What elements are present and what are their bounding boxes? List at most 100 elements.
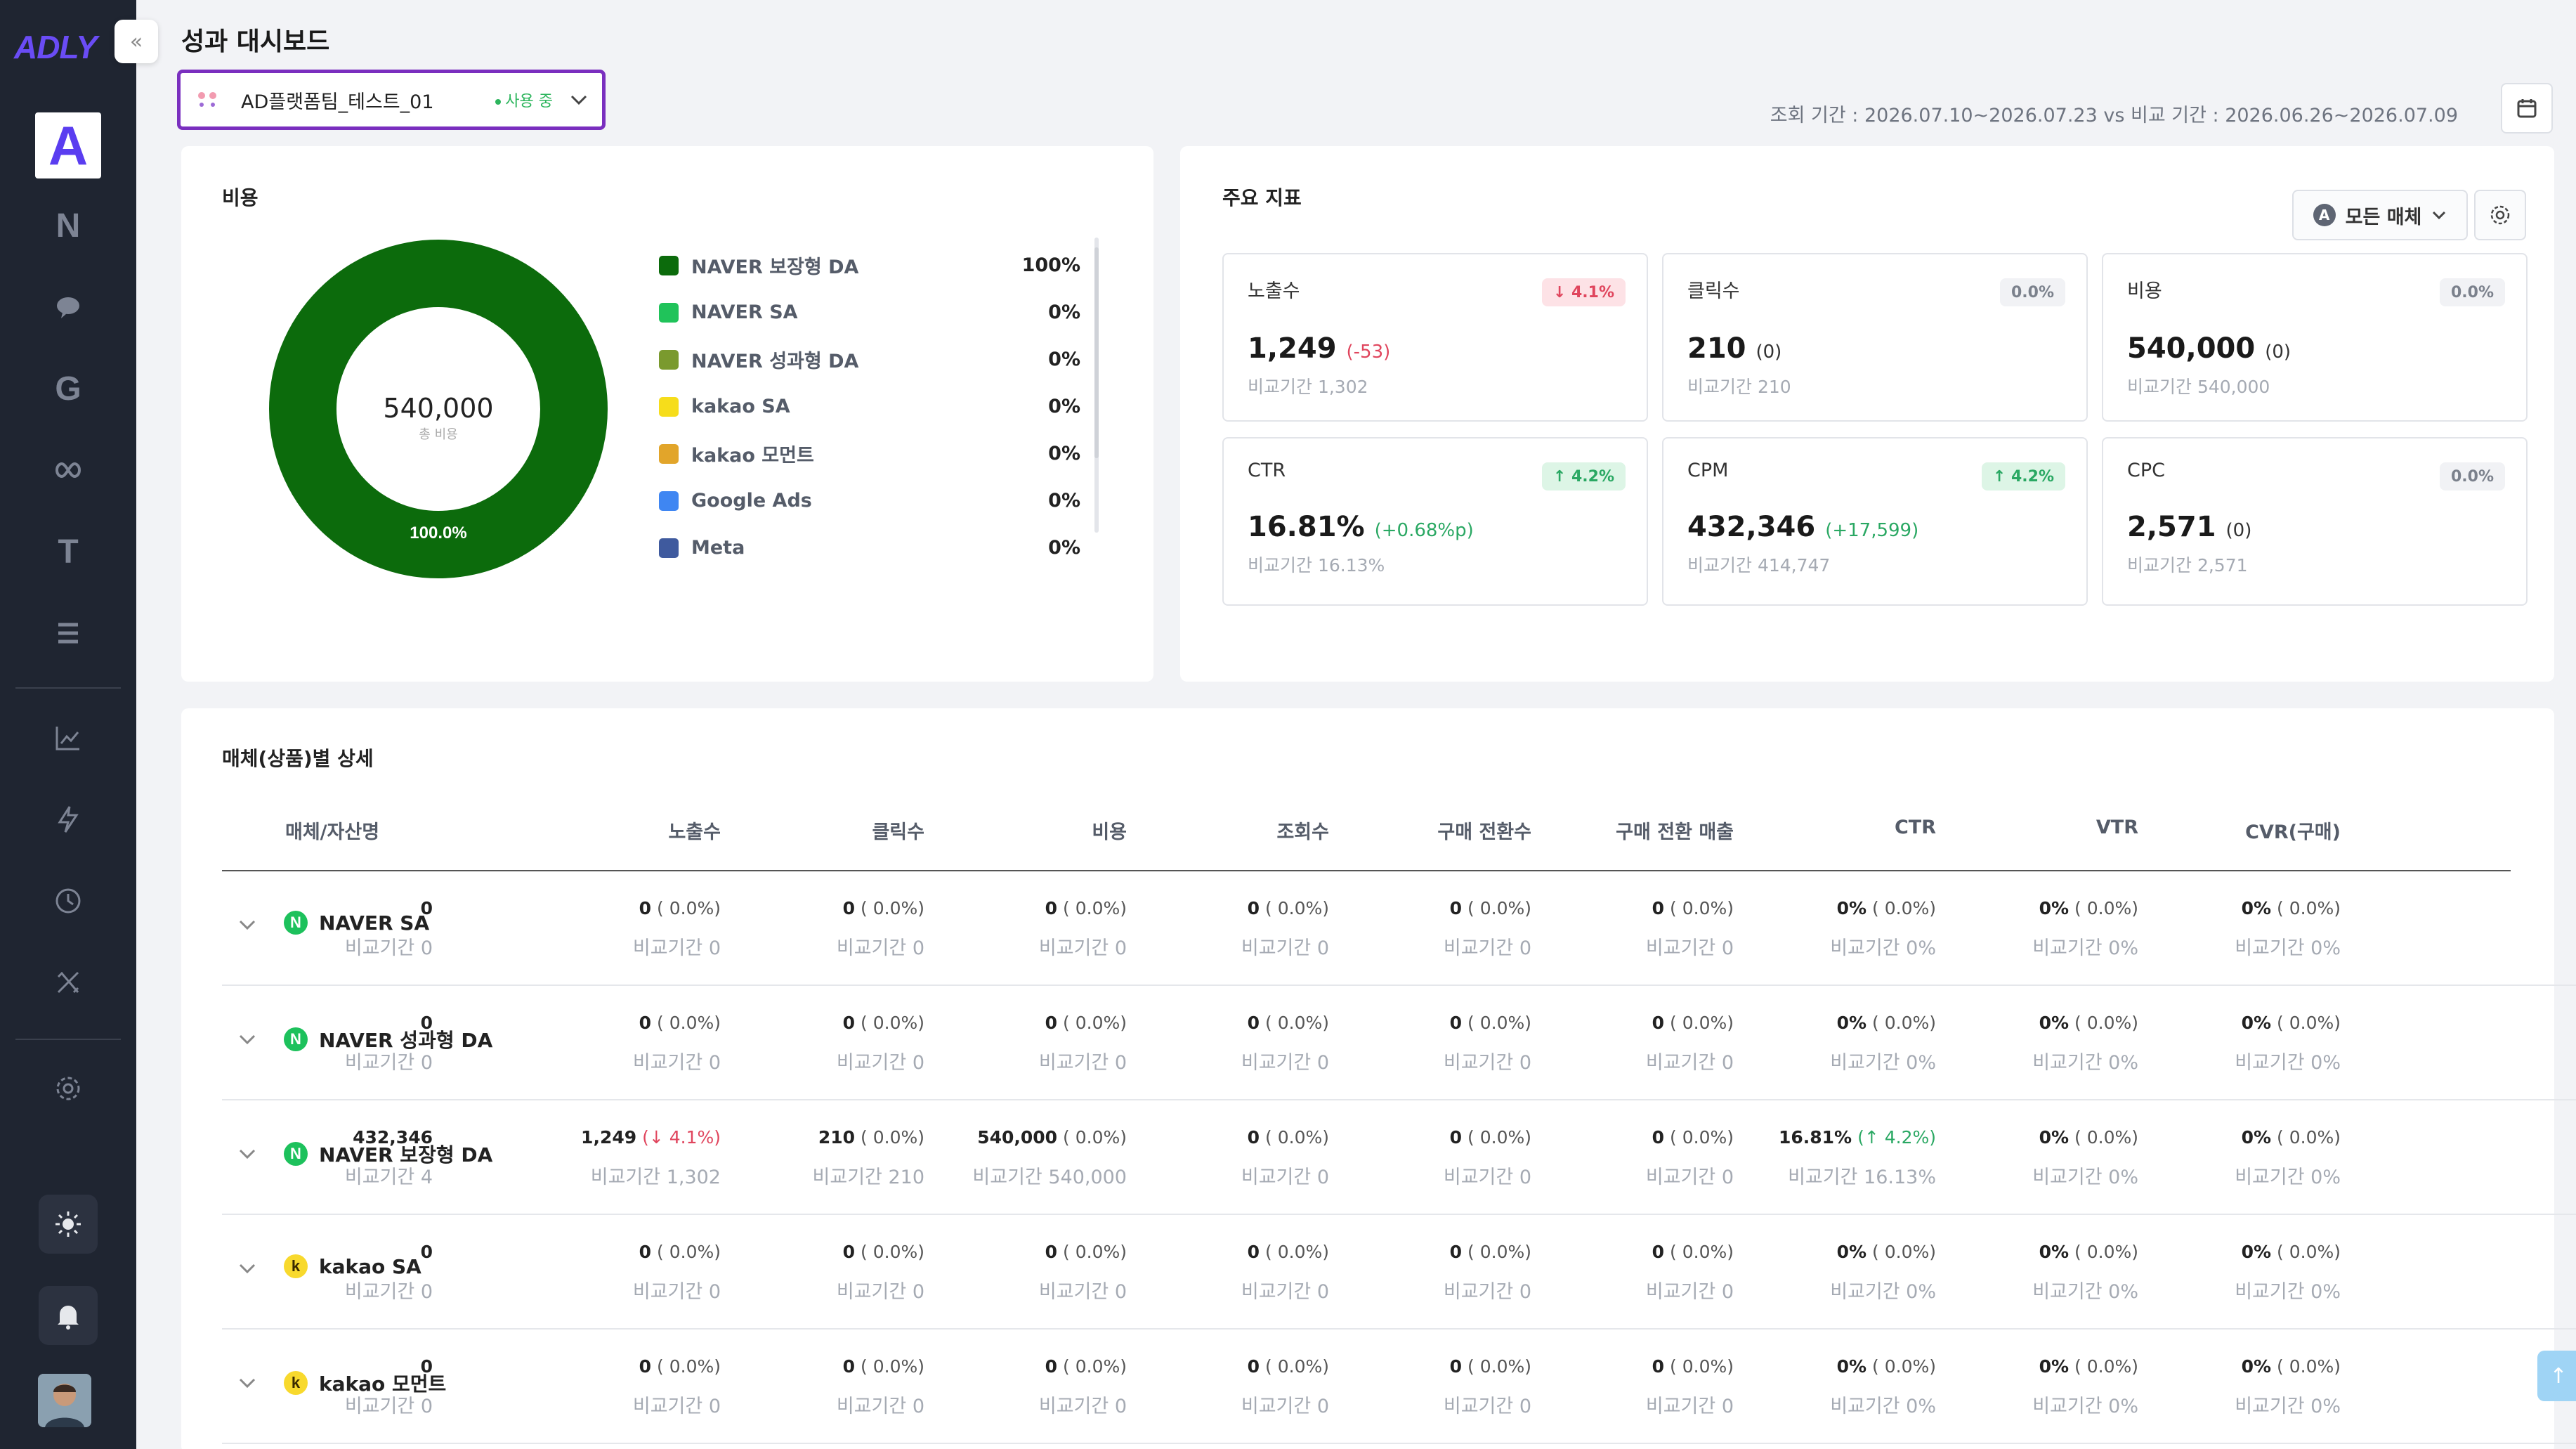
sidebar-item-adly[interactable]: A (35, 112, 101, 178)
legend-item[interactable]: NAVER 성과형 DA 0% (659, 336, 1080, 383)
sidebar-collapse-button[interactable]: « (115, 20, 158, 63)
table-row[interactable]: N NAVER 보장형 DA 1,249 (↓ 4.1%) 비교기간 1,302 … (222, 1100, 2576, 1215)
metric-card-3: CTR ↑ 4.2% 16.81% (+0.68%p) 비교기간 16.13% (1222, 437, 1648, 606)
metric-prev: 비교기간 210 (1687, 377, 1791, 397)
column-header[interactable]: 조회수 (1276, 821, 1329, 843)
chevron-down-icon[interactable] (236, 1257, 259, 1280)
account-select[interactable]: AD플랫폼팀_테스트_01 사용 중 (177, 70, 606, 130)
legend-value: 0% (1048, 490, 1080, 512)
detail-title: 매체(상품)별 상세 (222, 747, 374, 770)
metric-change: (0) (2225, 520, 2252, 541)
legend-item[interactable]: NAVER 보장형 DA 100% (659, 242, 1080, 289)
lightning-icon (58, 806, 79, 833)
metrics-title: 주요 지표 (1222, 186, 1302, 209)
sidebar-item-s[interactable] (35, 600, 101, 666)
table-cell: 0% ( 0.0%) 비교기간 0% (2032, 1013, 2138, 1074)
column-header[interactable]: 구매 전환수 (1437, 821, 1531, 843)
chevron-down-icon[interactable] (236, 1372, 259, 1394)
detail-card: 매체(상품)별 상세 매체/자산명 노출수 클릭수 비용 조회수 구매 전환수 구매 전환 … (181, 708, 2576, 1449)
sidebar-item-tools[interactable] (35, 949, 101, 1015)
google-icon: G (55, 370, 81, 408)
legend-item[interactable]: Google Ads 0% (659, 477, 1080, 524)
chevron-down-icon[interactable] (236, 1143, 259, 1165)
sidebar-item-history[interactable] (35, 868, 101, 934)
sidebar-divider (15, 687, 121, 689)
metric-prev: 비교기간 414,747 (1687, 555, 1831, 576)
column-header[interactable]: VTR (2096, 817, 2138, 838)
legend-item[interactable]: Meta 0% (659, 524, 1080, 571)
legend-item[interactable]: Facebook 0% (659, 571, 1080, 579)
kakao-badge-icon: k (284, 1254, 308, 1278)
table-cell: 0 ( 0.0%) 비교기간 0 (1443, 1013, 1531, 1074)
column-header[interactable]: 클릭수 (872, 821, 924, 843)
table-cell: 0 ( 0.0%) 비교기간 0 (1241, 1356, 1329, 1417)
sidebar-item-meta[interactable] (35, 437, 101, 503)
sidebar-divider (15, 1039, 121, 1040)
metrics-card: 주요 지표 A 모든 매체 노출수 ↓ 4.1% 1,249 (-53) 비교기간… (1180, 146, 2554, 682)
notification-button[interactable] (39, 1286, 98, 1345)
sidebar-item-naver[interactable]: N (35, 193, 101, 259)
sidebar-item-t[interactable]: T (35, 519, 101, 585)
legend-item[interactable]: kakao SA 0% (659, 383, 1080, 430)
table-cell: 0 ( 0.0%) 비교기간 0 (1038, 1013, 1127, 1074)
sidebar-item-kakao[interactable] (35, 274, 101, 340)
metric-card-5: CPC 0.0% 2,571 (0) 비교기간 2,571 (2102, 437, 2528, 606)
legend-value: 0% (1048, 349, 1080, 370)
metric-settings-button[interactable] (2474, 190, 2526, 240)
legend-scrollbar[interactable] (1094, 238, 1099, 533)
table-cell: 0 ( 0.0%) 비교기간 0 (1443, 1242, 1531, 1303)
metric-label: CPM (1687, 460, 1729, 481)
period-text: 조회 기간 : 2026.07.10~2026.07.23 vs 비교 기간 :… (1770, 105, 2458, 126)
table-cell: 0 ( 0.0%) 비교기간 0 (632, 1356, 721, 1417)
cost-title: 비용 (222, 186, 259, 209)
sidebar-item-automation[interactable] (35, 786, 101, 852)
table-row[interactable]: N NAVER SA 0 ( 0.0%) 비교기간 0 0 ( 0.0%) 비교기… (222, 871, 2576, 986)
column-header[interactable]: 노출수 (668, 821, 721, 843)
metric-value: 2,571 (0) (2127, 511, 2252, 543)
table-cell: 0 ( 0.0%) 비교기간 0 (1241, 898, 1329, 959)
column-header[interactable]: CTR (1894, 817, 1936, 838)
sun-icon (55, 1211, 81, 1237)
theme-toggle-button[interactable] (39, 1195, 98, 1254)
table-cell: 0% ( 0.0%) 비교기간 0% (1830, 1356, 1936, 1417)
metric-change: (-53) (1346, 342, 1391, 363)
sidebar-item-report[interactable] (35, 705, 101, 771)
calendar-button[interactable] (2501, 83, 2553, 134)
media-name: N NAVER SA (284, 911, 429, 935)
column-header[interactable]: 구매 전환 매출 (1616, 821, 1734, 843)
sidebar-item-settings[interactable] (35, 1055, 101, 1122)
table-row[interactable]: k kakao 모먼트 0 ( 0.0%) 비교기간 0 0 ( 0.0%) 비교… (222, 1330, 2576, 1444)
table-cell: 0 ( 0.0%) 비교기간 0 (1038, 1356, 1127, 1417)
metric-change-badge: ↓ 4.1% (1541, 278, 1626, 306)
table-cell: 0 ( 0.0%) 비교기간 0 (1241, 1242, 1329, 1303)
table-row[interactable]: k kakao SA 0 ( 0.0%) 비교기간 0 0 ( 0.0%) 비교기… (222, 1215, 2576, 1330)
naver-badge-icon: N (284, 1027, 308, 1051)
table-row[interactable]: N NAVER 성과형 DA 0 ( 0.0%) 비교기간 0 0 ( 0.0%)… (222, 986, 2576, 1100)
legend-item[interactable]: NAVER SA 0% (659, 289, 1080, 336)
column-header[interactable]: 매체/자산명 (285, 821, 380, 843)
table-cell: 0 ( 0.0%) 비교기간 0 (1038, 898, 1127, 959)
bell-icon (58, 1306, 79, 1330)
column-header[interactable]: CVR(구매) (2245, 821, 2341, 843)
metric-label: 노출수 (1248, 280, 1300, 302)
table-cell: 0% ( 0.0%) 비교기간 0% (2235, 1242, 2341, 1303)
meta-infinity-icon (55, 462, 81, 479)
sidebar-item-google[interactable]: G (35, 356, 101, 422)
scroll-to-top-button[interactable]: ↑ (2537, 1351, 2576, 1401)
avatar[interactable] (38, 1374, 91, 1427)
table-cell: 210 ( 0.0%) 비교기간 210 (812, 1127, 924, 1188)
column-header[interactable]: 비용 (1092, 821, 1127, 843)
metric-label: 비용 (2127, 280, 2162, 302)
table-cell: 0 비교기간 0 (344, 1242, 433, 1303)
legend-swatch (659, 538, 679, 558)
chevron-down-icon[interactable] (236, 914, 259, 936)
media-select[interactable]: A 모든 매체 (2292, 190, 2468, 240)
table-cell: 0 ( 0.0%) 비교기간 0 (836, 1013, 924, 1074)
table-cell: 0 ( 0.0%) 비교기간 0 (1241, 1013, 1329, 1074)
legend-item[interactable]: kakao 모먼트 0% (659, 430, 1080, 477)
chevron-down-icon[interactable] (236, 1028, 259, 1051)
table-cell: 0% ( 0.0%) 비교기간 0% (2235, 1356, 2341, 1417)
table-cell: 0 ( 0.0%) 비교기간 0 (836, 1356, 924, 1417)
metric-value: 1,249 (-53) (1248, 332, 1391, 365)
table-cell: 0 ( 0.0%) 비교기간 0 (836, 898, 924, 959)
